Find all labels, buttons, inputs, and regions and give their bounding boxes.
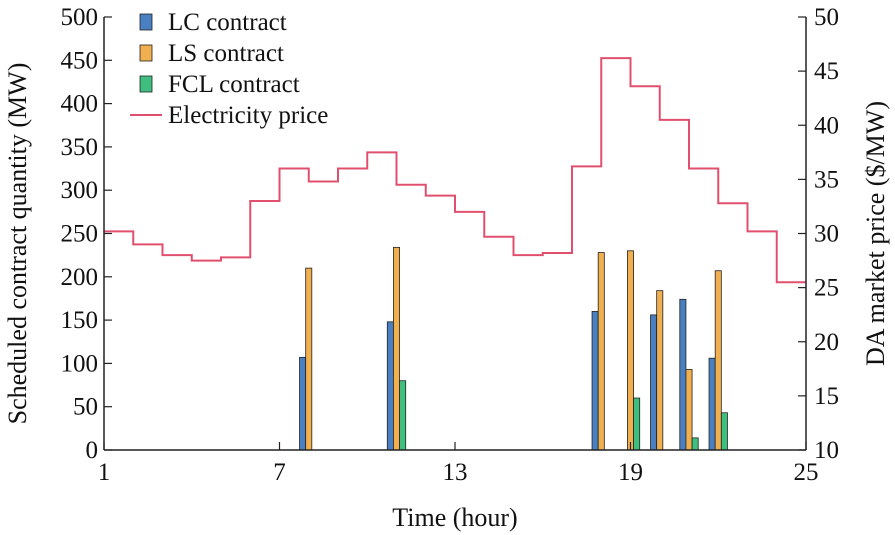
bar-lc-contract-hour-18 xyxy=(591,311,599,451)
y-right-tick-label: 10 xyxy=(814,437,839,464)
y-right-tick-label: 40 xyxy=(814,112,839,139)
legend: LC contract LS contract FCL contract Electr… xyxy=(130,9,328,129)
y-left-tick-label: 150 xyxy=(61,307,99,334)
y-left-tick-label: 400 xyxy=(61,91,99,118)
y-left-tick-label: 50 xyxy=(73,394,98,421)
y-right-axis-title: DA market price ($/MW) xyxy=(861,101,890,366)
bar-ls-contract-hour-8 xyxy=(305,267,313,451)
x-tick-label: 1 xyxy=(98,459,111,486)
bar-ls-contract-hour-18 xyxy=(597,252,605,451)
y-right-tick-label: 20 xyxy=(814,329,839,356)
bar-lc-contract-hour-22 xyxy=(708,357,716,451)
legend-swatch-lc-contract xyxy=(139,13,153,31)
bar-lc-contract-hour-20 xyxy=(650,314,658,451)
legend-label: LS contract xyxy=(168,40,284,67)
x-axis-title: Time (hour) xyxy=(392,503,517,532)
y-right-tick-label: 25 xyxy=(814,275,839,302)
legend-label: LC contract xyxy=(168,9,287,36)
y-left-tick-label: 0 xyxy=(86,437,99,464)
y-left-tick-label: 250 xyxy=(61,221,99,248)
legend-swatch-ls-contract xyxy=(139,44,153,62)
bar-ls-contract-hour-20 xyxy=(656,290,664,451)
bar-fcl-contract-hour-11 xyxy=(399,380,407,451)
bars-layer xyxy=(299,246,728,451)
legend-swatch-fcl-contract xyxy=(139,75,153,93)
bar-lc-contract-hour-11 xyxy=(386,321,394,451)
x-tick-label: 25 xyxy=(794,459,819,486)
bar-fcl-contract-hour-22 xyxy=(720,412,728,451)
y-left-tick-label: 350 xyxy=(61,134,99,161)
x-tick-label: 19 xyxy=(618,459,643,486)
bar-fcl-contract-hour-19 xyxy=(633,397,641,451)
y-right-tick-label: 45 xyxy=(814,58,839,85)
bar-lc-contract-hour-8 xyxy=(299,356,307,451)
price-line-layer xyxy=(104,57,806,284)
bar-ls-contract-hour-19 xyxy=(627,250,634,451)
bar-ls-contract-hour-22 xyxy=(714,270,722,451)
y-left-tick-label: 500 xyxy=(61,4,99,31)
y-left-tick-label: 300 xyxy=(61,177,99,204)
y-right-tick-label: 15 xyxy=(814,383,839,410)
bar-ls-contract-hour-21 xyxy=(685,369,693,451)
bar-fcl-contract-hour-21 xyxy=(691,437,699,451)
y-left-tick-label: 450 xyxy=(61,47,99,74)
bar-lc-contract-hour-21 xyxy=(679,298,687,451)
legend-label: Electricity price xyxy=(168,102,328,129)
x-tick-label: 13 xyxy=(443,459,468,486)
y-right-tick-label: 35 xyxy=(814,166,839,193)
legend-label: FCL contract xyxy=(168,71,300,98)
y-left-tick-label: 100 xyxy=(61,350,99,377)
y-left-axis-title: Scheduled contract quantity (MW) xyxy=(3,63,32,425)
y-left-tick-label: 200 xyxy=(61,264,99,291)
x-tick-label: 7 xyxy=(273,459,286,486)
y-right-tick-label: 50 xyxy=(814,4,839,31)
price-line xyxy=(104,57,806,284)
axes-layer: 1 7 13 19 2505010015020025030035040045050010… xyxy=(3,4,890,532)
y-right-tick-label: 30 xyxy=(814,221,839,248)
bar-ls-contract-hour-11 xyxy=(393,246,400,451)
